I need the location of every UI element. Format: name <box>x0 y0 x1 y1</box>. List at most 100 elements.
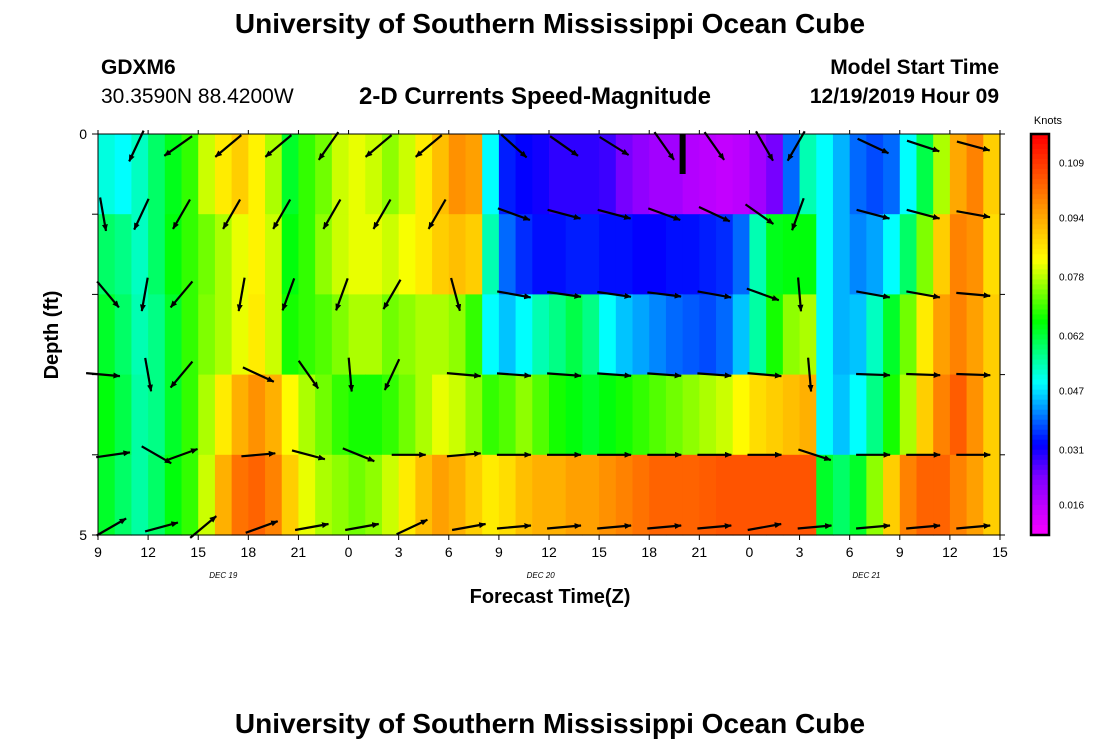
heatmap-cell <box>164 454 183 536</box>
colorbar-swatch <box>1031 164 1049 170</box>
colorbar-swatch <box>1031 414 1049 421</box>
heatmap-cell <box>599 294 617 376</box>
current-arrow <box>856 208 890 220</box>
heatmap-cell <box>348 374 366 456</box>
heatmap-cell <box>983 214 1001 295</box>
colorbar-swatch <box>1031 299 1049 306</box>
heatmap-cell <box>248 374 266 456</box>
heatmap-cell <box>515 454 533 536</box>
heatmap-cell <box>398 134 416 215</box>
current-arrow <box>342 447 375 463</box>
heatmap-cell <box>98 294 116 376</box>
colorbar-swatch <box>1031 364 1049 371</box>
heatmap-cell <box>916 214 934 295</box>
heatmap-cell <box>916 454 934 536</box>
x-tick-label: 3 <box>395 544 403 560</box>
heatmap-cell <box>749 294 767 376</box>
colorbar-swatch <box>1031 354 1049 361</box>
heatmap-cell <box>281 454 300 536</box>
heatmap-cell <box>749 214 767 295</box>
heatmap-cell <box>849 374 867 456</box>
heatmap-cell <box>214 374 233 456</box>
heatmap-cell <box>164 214 183 295</box>
heatmap-cell <box>766 374 784 456</box>
colorbar-swatch <box>1031 154 1049 160</box>
heatmap-cell <box>766 454 784 536</box>
heatmap-cell <box>716 134 734 215</box>
current-arrow <box>347 357 355 392</box>
heatmap-cell <box>615 454 634 536</box>
heatmap-cell <box>883 214 901 295</box>
heatmap-cell <box>482 214 500 295</box>
current-arrow <box>86 372 121 379</box>
heatmap-cell <box>615 294 634 376</box>
heatmap-cell <box>248 134 266 215</box>
colorbar-swatch <box>1031 169 1049 175</box>
heatmap-cell <box>498 374 517 456</box>
heatmap-cell <box>699 374 717 456</box>
heatmap-cell <box>916 374 934 456</box>
colorbar-swatch <box>1031 329 1049 336</box>
heatmap-cell <box>782 294 801 376</box>
heatmap-cell <box>615 214 634 295</box>
heatmap-cell <box>331 294 350 376</box>
colorbar-swatch <box>1031 189 1049 195</box>
heatmap-cells <box>98 134 1001 536</box>
heatmap-cell <box>899 374 918 456</box>
heatmap-cell <box>849 134 867 215</box>
station-id: GDXM6 <box>101 56 176 79</box>
heatmap-cell <box>298 294 316 376</box>
colorbar-swatch <box>1031 319 1049 326</box>
heatmap-cell <box>198 294 216 376</box>
colorbar-swatch <box>1031 394 1049 401</box>
x-tick-label: 9 <box>896 544 904 560</box>
heatmap-cell <box>732 454 751 536</box>
colorbar-swatch <box>1031 369 1049 376</box>
heatmap-cell <box>983 294 1001 376</box>
heatmap-cell <box>933 374 951 456</box>
heatmap-cell <box>315 454 333 536</box>
current-arrow <box>956 210 991 220</box>
heatmap-cell <box>415 454 433 536</box>
x-tick-label: 18 <box>641 544 657 560</box>
heatmap-cell <box>799 294 817 376</box>
colorbar-swatch <box>1031 429 1049 436</box>
current-arrow <box>139 277 149 312</box>
heatmap-cell <box>265 214 283 295</box>
heatmap-cell <box>114 294 132 376</box>
heatmap-cell <box>432 454 450 536</box>
colorbar-swatch <box>1031 464 1049 471</box>
heatmap-cell <box>532 134 550 215</box>
heatmap-cell <box>716 294 734 376</box>
colorbar-swatch <box>1031 159 1049 165</box>
x-tick-label: 12 <box>140 544 156 560</box>
heatmap-cell <box>565 134 583 215</box>
heatmap-cell <box>448 294 467 376</box>
current-arrow <box>144 357 153 392</box>
current-arrow <box>96 280 120 309</box>
current-arrow <box>703 131 726 161</box>
heatmap-cell <box>181 214 199 295</box>
heatmap-cell <box>682 214 700 295</box>
heatmap-cell <box>298 454 316 536</box>
x-tick-label: 0 <box>746 544 754 560</box>
current-arrow <box>281 278 296 311</box>
heatmap-cell <box>649 214 667 295</box>
current-arrow <box>96 450 131 459</box>
colorbar-frame <box>1029 132 1051 537</box>
current-arrow <box>857 137 889 155</box>
heatmap-cell <box>331 214 350 295</box>
current-arrow <box>647 207 681 222</box>
heatmap-cell <box>148 134 166 215</box>
colorbar-swatch <box>1031 344 1049 351</box>
colorbar-swatch <box>1031 254 1049 260</box>
heatmap-cell <box>365 214 383 295</box>
heatmap-cell <box>749 454 767 536</box>
current-arrow <box>264 134 293 158</box>
current-arrow <box>382 279 402 310</box>
colorbar-swatch <box>1031 349 1049 356</box>
x-tick-label: 6 <box>846 544 854 560</box>
heatmap-cell <box>582 294 600 376</box>
heatmap-cell <box>883 374 901 456</box>
